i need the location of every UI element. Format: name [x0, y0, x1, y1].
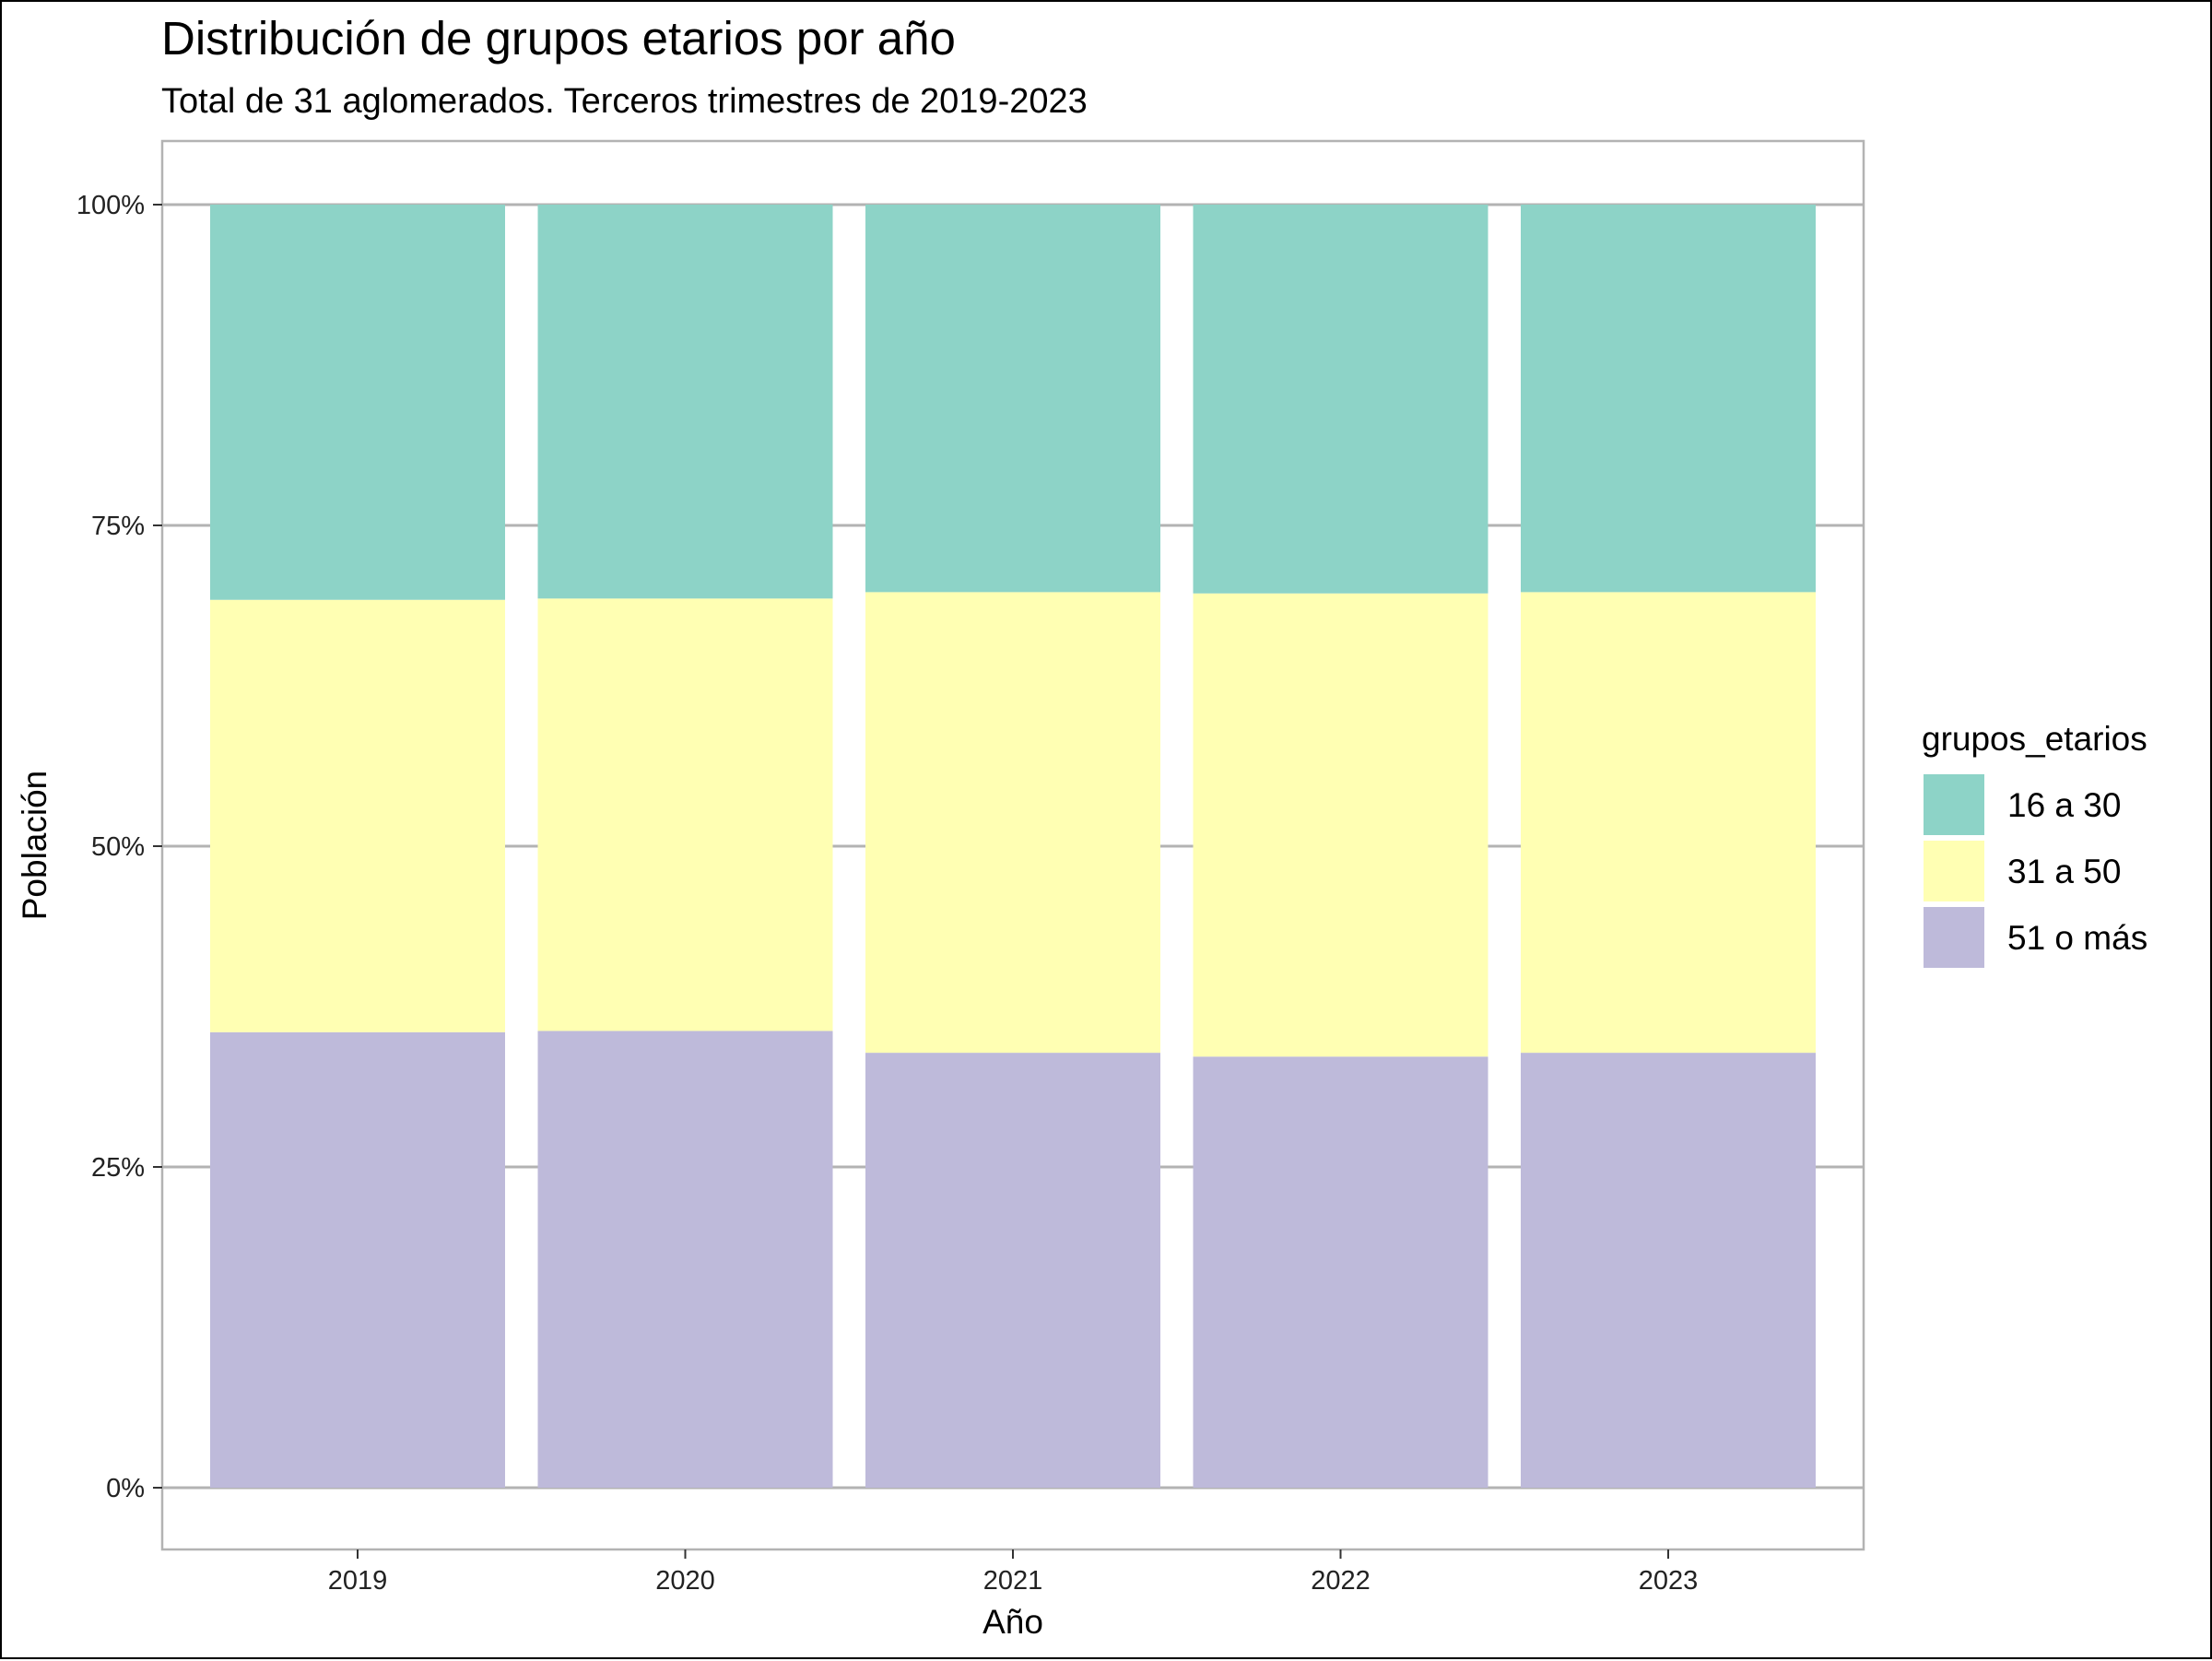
- x-tick-label: 2023: [1639, 1566, 1699, 1596]
- bar-segment: [865, 1053, 1160, 1488]
- bar-segment: [865, 205, 1160, 593]
- legend-key: [1924, 774, 1984, 835]
- legend-title: grupos_etarios: [1922, 720, 2147, 758]
- bar-segment: [537, 1031, 833, 1488]
- legend-label: 51 o más: [2007, 919, 2147, 957]
- chart-title: Distribución de grupos etarios por año: [161, 12, 956, 65]
- x-tick-label: 2022: [1311, 1566, 1371, 1596]
- legend-key: [1924, 907, 1984, 968]
- y-axis: 0% 25% 50% 75% 100%: [76, 191, 162, 1503]
- bar-segment: [1193, 205, 1488, 594]
- legend-key: [1924, 841, 1984, 901]
- bars: [210, 205, 1816, 1488]
- legend-label: 31 a 50: [2007, 853, 2121, 890]
- bar-segment: [210, 599, 505, 1032]
- bar-segment: [1521, 592, 1816, 1054]
- bar-segment: [537, 598, 833, 1031]
- x-tick-label: 2019: [328, 1566, 388, 1596]
- legend-label: 16 a 30: [2007, 786, 2121, 824]
- legend: grupos_etarios 16 a 30 31 a 50 51 o más: [1922, 720, 2147, 968]
- bar-segment: [1193, 593, 1488, 1057]
- x-tick-label: 2020: [655, 1566, 715, 1596]
- bar-segment: [865, 592, 1160, 1054]
- bar-segment: [1193, 1056, 1488, 1488]
- bar-segment: [210, 1031, 505, 1488]
- y-tick-label: 75%: [91, 512, 145, 541]
- bar-segment: [537, 205, 833, 599]
- bar-segment: [210, 205, 505, 600]
- y-tick-label: 25%: [91, 1153, 145, 1183]
- y-tick-label: 50%: [91, 832, 145, 862]
- x-tick-label: 2021: [983, 1566, 1043, 1596]
- bar-segment: [1521, 1053, 1816, 1488]
- y-axis-title: Población: [16, 771, 53, 921]
- x-axis: 2019 2020 2021 2022 2023: [328, 1549, 1699, 1596]
- bar-segment: [1521, 205, 1816, 593]
- y-tick-label: 100%: [76, 191, 145, 220]
- y-tick-label: 0%: [106, 1474, 145, 1503]
- chart-subtitle: Total de 31 aglomerados. Terceros trimes…: [161, 82, 1088, 121]
- x-axis-title: Año: [982, 1603, 1043, 1641]
